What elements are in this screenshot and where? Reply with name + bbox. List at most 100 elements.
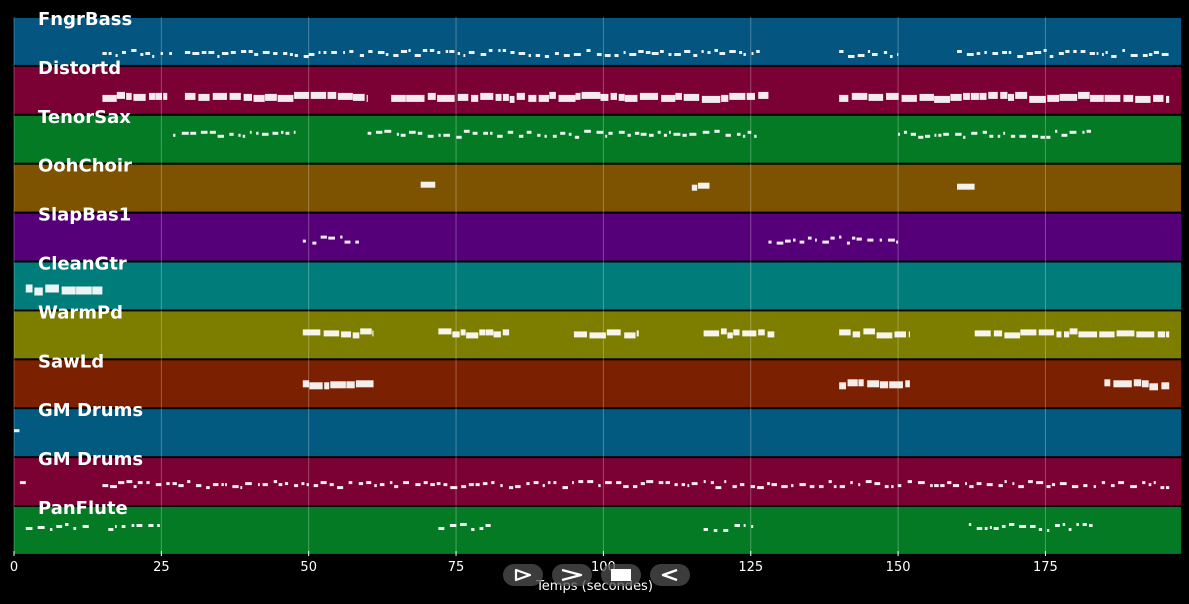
note-block [340, 235, 343, 239]
track-lane[interactable] [14, 164, 1181, 212]
note-block [605, 134, 608, 138]
note-block [1059, 482, 1067, 486]
track-lane[interactable] [14, 213, 1181, 261]
note-block [1002, 51, 1008, 54]
note-block [1051, 483, 1056, 487]
note-block [389, 481, 393, 485]
note-block [894, 331, 906, 338]
note-block [240, 486, 243, 490]
note-block [1166, 95, 1170, 103]
rewind-button[interactable] [650, 564, 690, 586]
track-lane[interactable] [14, 458, 1181, 505]
track-lane[interactable] [14, 507, 1181, 554]
note-block [758, 91, 769, 99]
note-block [651, 52, 659, 55]
note-block [668, 130, 671, 134]
note-block [969, 485, 974, 489]
note-block [538, 94, 549, 102]
note-block [1116, 330, 1135, 337]
note-block [646, 480, 654, 484]
note-block [273, 52, 278, 55]
stop-button[interactable] [601, 564, 641, 586]
note-block [736, 132, 741, 136]
note-block [903, 130, 908, 134]
note-block [1019, 525, 1027, 528]
note-block [784, 239, 791, 243]
note-block [1071, 485, 1079, 489]
note-block [466, 332, 479, 339]
note-block [249, 130, 252, 134]
note-block [886, 92, 899, 100]
note-block [49, 528, 53, 531]
note-block [747, 130, 752, 134]
note-block [751, 525, 754, 528]
note-block [423, 481, 428, 485]
track-lane[interactable] [14, 18, 1181, 65]
note-block [384, 129, 392, 133]
note-block [624, 94, 638, 102]
note-block [232, 485, 239, 489]
note-block [294, 91, 310, 99]
note-block [14, 429, 20, 433]
note-block [309, 382, 323, 390]
note-block [403, 481, 410, 485]
note-block [284, 482, 289, 486]
note-block [294, 54, 298, 57]
note-block [217, 55, 220, 58]
note-block [907, 480, 912, 484]
note-block [1149, 383, 1159, 391]
note-block [925, 134, 931, 138]
note-block [126, 92, 132, 100]
note-block [1008, 51, 1012, 54]
track-lane[interactable] [14, 115, 1181, 163]
x-tick-label: 0 [10, 560, 18, 575]
note-block [323, 51, 327, 54]
note-block [624, 332, 636, 339]
note-block [256, 131, 259, 135]
note-block [1078, 91, 1090, 99]
note-block [604, 54, 611, 57]
note-block [974, 330, 991, 337]
note-block [535, 54, 541, 57]
note-block [938, 133, 942, 137]
track-lane[interactable] [14, 409, 1181, 457]
note-block [102, 484, 109, 488]
note-block [1089, 52, 1095, 55]
note-block [739, 483, 745, 487]
fast-forward-button[interactable] [552, 564, 592, 586]
note-block [879, 381, 889, 389]
note-block [544, 55, 550, 58]
note-block [337, 92, 353, 100]
note-block [910, 132, 917, 136]
note-block [839, 94, 849, 102]
track-lane[interactable] [14, 360, 1181, 408]
note-block [242, 134, 246, 138]
note-block [212, 92, 227, 100]
note-block [606, 329, 621, 336]
note-block [19, 481, 26, 485]
x-tick-label: 175 [1033, 560, 1058, 575]
note-block [518, 134, 524, 138]
track-lane[interactable] [14, 66, 1181, 114]
note-block [884, 485, 889, 489]
track-lane[interactable] [14, 262, 1181, 310]
note-block [1055, 129, 1058, 133]
note-block [917, 481, 925, 485]
note-block [673, 132, 681, 136]
note-block [993, 527, 999, 530]
note-block [460, 329, 466, 336]
note-block [415, 483, 421, 487]
note-block [839, 329, 851, 336]
note-block [847, 379, 858, 387]
note-block [221, 52, 229, 55]
note-block [971, 131, 978, 135]
note-block [1058, 52, 1064, 55]
note-block [110, 485, 117, 489]
note-block [372, 330, 374, 337]
note-block [137, 481, 143, 485]
note-block [190, 131, 197, 135]
note-block [443, 133, 451, 137]
play-button[interactable] [503, 564, 543, 586]
note-block [475, 483, 480, 487]
note-block [140, 53, 144, 56]
